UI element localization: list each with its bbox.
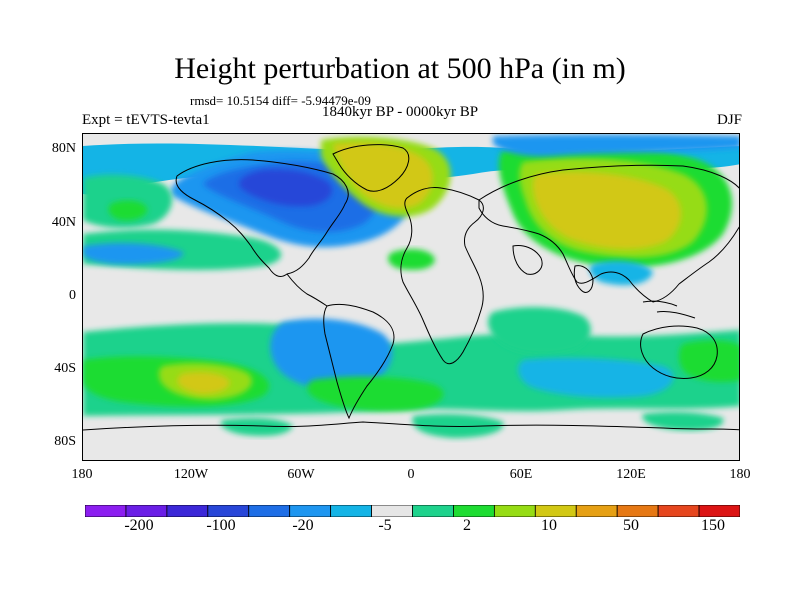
map-title: Height perturbation at 500 hPa (in m) — [174, 52, 626, 85]
lat-label-40n: 40N — [51, 215, 76, 230]
period-text: 1840kyr BP - 0000kyr BP — [321, 104, 479, 120]
lon-label-60e: 60E — [509, 467, 533, 482]
colorbar-swatch — [207, 505, 250, 517]
stats-text: rmsd= 10.5154 diff= -5.94479e-09 — [190, 93, 371, 108]
colorbar-label: -20 — [292, 517, 314, 534]
colorbar-swatch — [125, 505, 168, 517]
colorbar-swatch — [698, 505, 740, 517]
colorbar-label: -5 — [378, 517, 392, 534]
lat-label-eq: 0 — [69, 288, 76, 303]
coastline-layer — [83, 144, 739, 431]
colorbar-label: 50 — [623, 517, 639, 534]
contour-fill-layer — [83, 134, 739, 460]
colorbar-swatch — [575, 505, 618, 517]
colorbar-swatch — [371, 505, 413, 517]
lon-label-60w: 60W — [287, 467, 315, 482]
colorbar-swatch — [248, 505, 291, 517]
lon-label-120e: 120E — [616, 467, 646, 482]
lon-label-180w: 180 — [71, 467, 93, 482]
colorbar-swatch — [85, 505, 127, 517]
lat-label-80n: 80N — [51, 141, 76, 156]
height-perturbation-map — [83, 134, 739, 460]
colorbar-label: 150 — [701, 517, 725, 534]
colorbar-swatch — [453, 505, 495, 517]
experiment-label: Expt = tEVTS-tevta1 — [82, 112, 210, 128]
lon-label-120w: 120W — [173, 467, 209, 482]
lat-label-80s: 80S — [54, 434, 76, 449]
map-panel — [82, 133, 740, 461]
colorbar-swatch — [657, 505, 700, 517]
colorbar-swatch — [534, 505, 577, 517]
colorbar-label: -100 — [206, 517, 236, 534]
colorbar-swatch — [166, 505, 209, 517]
colorbar-label: -200 — [124, 517, 154, 534]
lon-label-0: 0 — [407, 467, 415, 482]
colorbar-swatch — [616, 505, 659, 517]
lat-label-40s: 40S — [54, 361, 76, 376]
colorbar-label: 10 — [541, 517, 557, 534]
colorbar-label: 2 — [463, 517, 471, 534]
colorbar-swatch — [289, 505, 332, 517]
lon-label-180e: 180 — [729, 467, 751, 482]
colorbar — [85, 505, 740, 517]
colorbar-swatch — [493, 505, 536, 517]
colorbar-swatch — [330, 505, 372, 517]
colorbar-swatch — [412, 505, 454, 517]
season-label: DJF — [716, 112, 742, 128]
